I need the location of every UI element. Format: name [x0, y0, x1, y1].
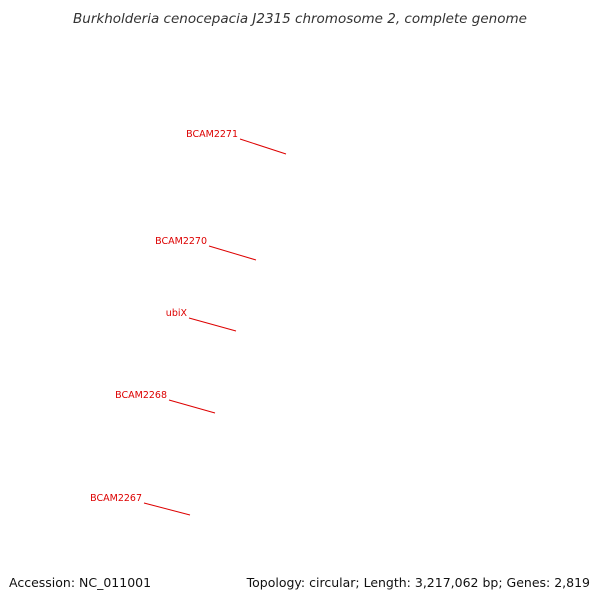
gene-leader-line — [239, 138, 287, 155]
gene-leader-line — [188, 317, 237, 332]
gene-label: BCAM2271 — [186, 129, 238, 140]
gene-label: BCAM2270 — [155, 236, 207, 247]
genome-summary: Topology: circular; Length: 3,217,062 bp… — [246, 575, 590, 590]
map-layer: 2553 kbp2552 kbp2551 kbp2550 kbp2549 kbp… — [90, 129, 287, 516]
accession-label: Accession: NC_011001 — [9, 575, 151, 590]
gene-label: BCAM2267 — [90, 493, 142, 504]
gene-leader-line — [168, 399, 216, 414]
gene-label: BCAM2268 — [115, 390, 167, 401]
map-title: Burkholderia cenocepacia J2315 chromosom… — [73, 11, 527, 27]
gene-leader-line — [143, 502, 191, 516]
gene-leader-line — [208, 245, 257, 261]
gene-label: ubiX — [166, 308, 188, 319]
